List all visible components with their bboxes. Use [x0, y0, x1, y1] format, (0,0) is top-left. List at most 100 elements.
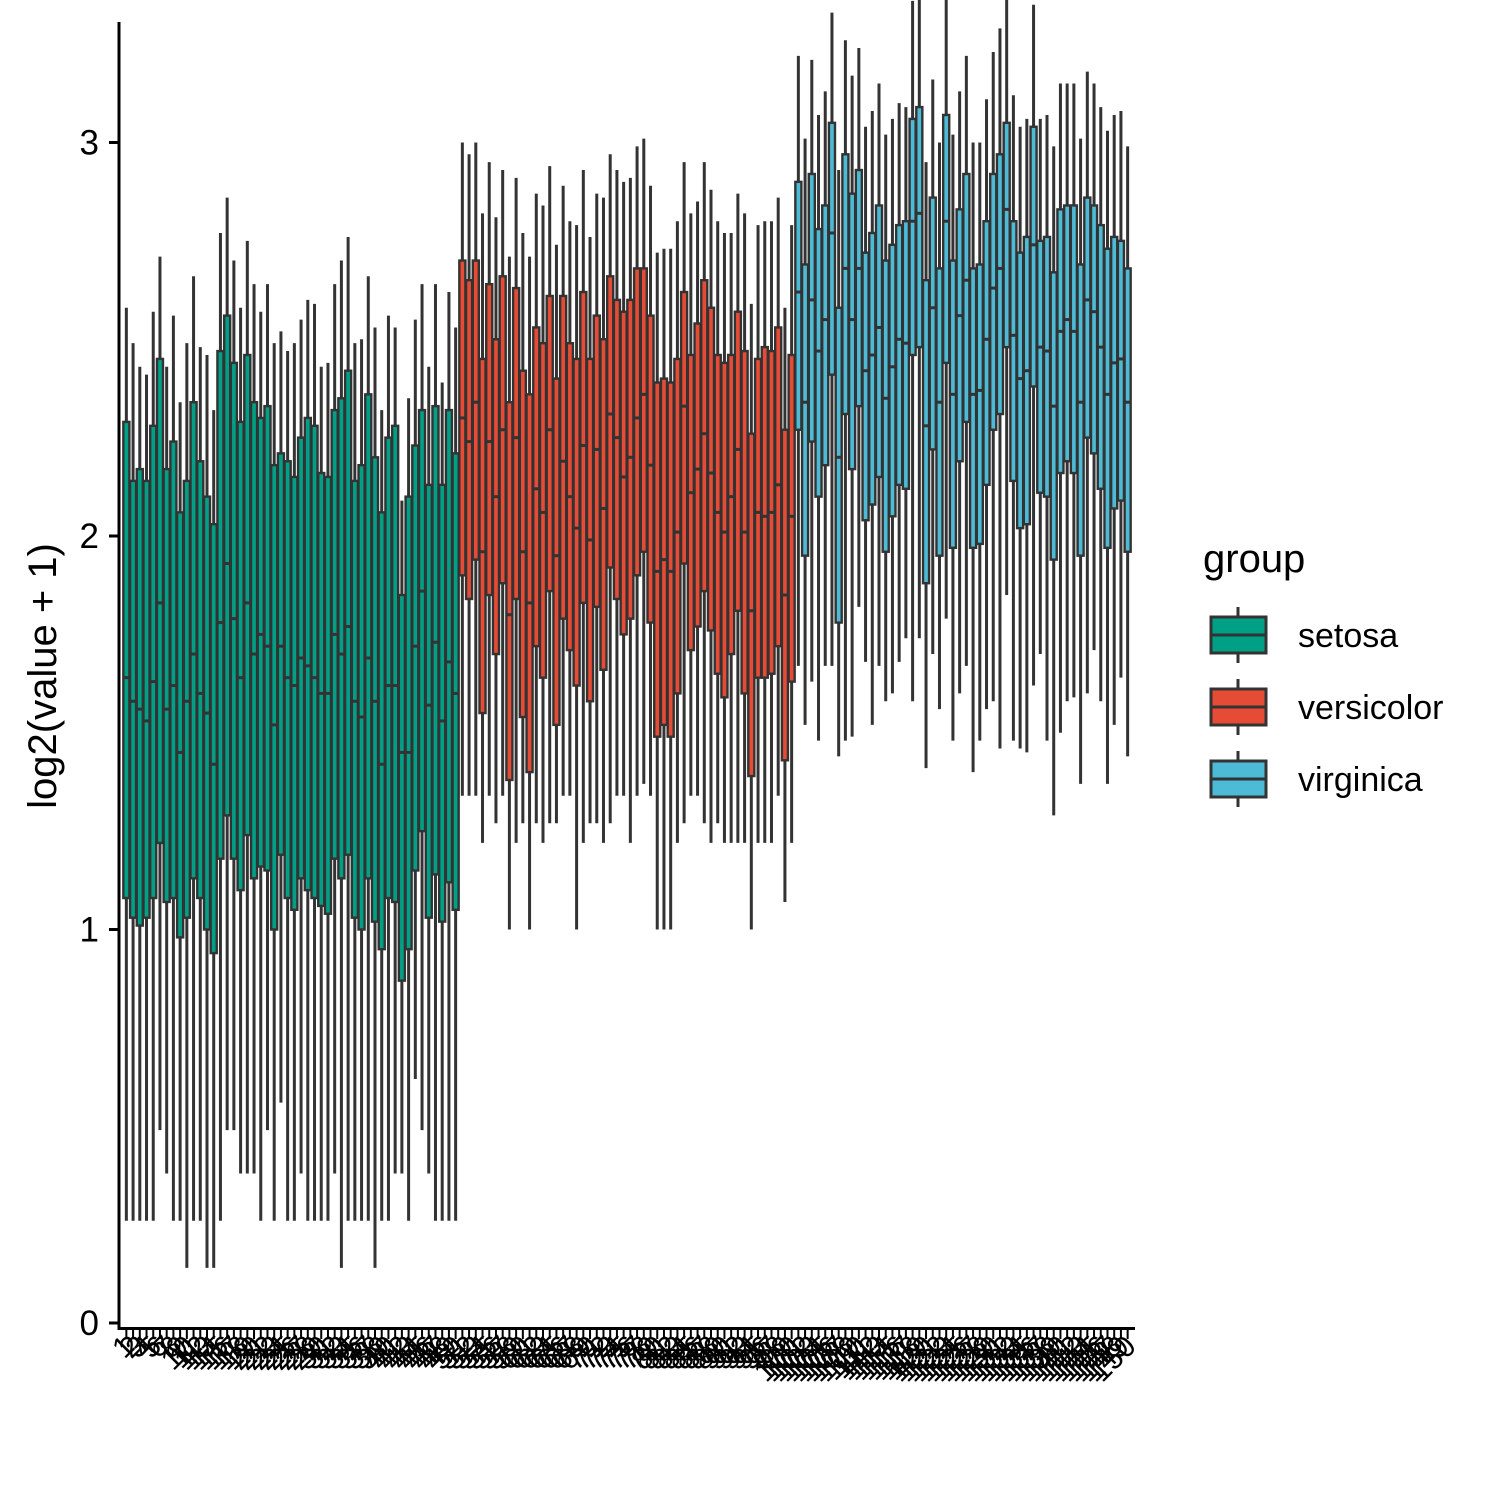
- box-74: [612, 170, 622, 796]
- box-29: [310, 303, 319, 1221]
- box-70: [585, 236, 595, 824]
- box-148: [1109, 114, 1119, 725]
- y-ticks: 0 1 2 3: [80, 124, 119, 1343]
- box-iqr: [236, 420, 245, 892]
- box-139: [1049, 146, 1058, 816]
- box-59: [511, 177, 521, 843]
- box-102: [800, 138, 810, 725]
- box-95: [753, 225, 763, 843]
- box-iqr: [1049, 271, 1058, 561]
- box-iqr: [888, 243, 897, 518]
- box-36: [357, 339, 366, 1221]
- box-134: [1015, 126, 1025, 749]
- legend-item-versicolor: versicolor: [1209, 679, 1443, 735]
- box-iqr: [726, 353, 736, 656]
- box-iqr: [760, 345, 769, 679]
- box-55: [485, 162, 494, 796]
- box-iqr: [169, 440, 178, 900]
- box-iqr: [538, 341, 548, 679]
- box-iqr: [861, 251, 870, 522]
- box-81: [659, 248, 669, 930]
- box-iqr: [975, 263, 985, 546]
- box-iqr: [1103, 247, 1112, 550]
- box-108: [841, 40, 850, 741]
- box-iqr: [794, 180, 803, 431]
- box-3: [135, 366, 145, 1221]
- box-146: [1096, 107, 1105, 702]
- box-16: [222, 197, 232, 1131]
- box-iqr: [720, 361, 729, 699]
- box-116: [894, 103, 904, 662]
- box-iqr: [612, 298, 622, 601]
- box-14: [209, 410, 218, 1268]
- box-105: [821, 91, 830, 666]
- box-61: [525, 256, 534, 930]
- box-83: [673, 221, 682, 843]
- box-iqr: [1083, 196, 1092, 439]
- box-iqr: [243, 353, 252, 837]
- box-145: [1089, 83, 1099, 651]
- box-iqr: [390, 424, 400, 904]
- box-15: [216, 233, 225, 1221]
- box-64: [545, 166, 554, 824]
- box-35: [350, 343, 360, 1221]
- box-50: [451, 327, 460, 1221]
- box-85: [686, 213, 696, 796]
- box-41: [390, 327, 400, 1174]
- box-22: [263, 284, 272, 1131]
- box-iqr: [1089, 204, 1099, 455]
- box-iqr: [444, 408, 454, 884]
- box-28: [303, 299, 313, 1221]
- box-iqr: [290, 475, 299, 912]
- box-iqr: [773, 326, 783, 648]
- box-125: [955, 91, 964, 694]
- box-iqr: [196, 460, 205, 900]
- box-iqr: [505, 401, 514, 782]
- box-26: [290, 343, 299, 1221]
- box-iqr: [915, 105, 924, 349]
- box-86: [693, 201, 702, 796]
- box-17: [229, 260, 239, 1131]
- box-iqr: [653, 381, 662, 738]
- box-91: [726, 233, 736, 843]
- box-45: [417, 284, 427, 1131]
- box-72: [599, 197, 608, 843]
- box-24: [276, 331, 286, 1103]
- box-75: [619, 181, 628, 796]
- box-iqr: [377, 511, 386, 951]
- box-114: [881, 134, 890, 702]
- box-iqr: [283, 460, 292, 900]
- box-iqr: [464, 279, 474, 601]
- box-iqr: [424, 483, 433, 919]
- box-84: [679, 162, 689, 824]
- box-80: [653, 252, 662, 930]
- box-iqr: [209, 522, 218, 955]
- box-iqr: [532, 326, 541, 648]
- box-iqr: [585, 357, 595, 703]
- box-10: [182, 343, 192, 1268]
- box-39: [377, 410, 386, 1221]
- box-iqr: [417, 408, 427, 833]
- box-143: [1076, 138, 1085, 784]
- box-37: [364, 276, 373, 1221]
- box-93: [740, 213, 749, 843]
- box-121: [928, 79, 937, 655]
- box-124: [948, 134, 958, 741]
- y-tick-label: 1: [80, 911, 99, 950]
- box-iqr: [431, 404, 440, 876]
- box-5: [149, 311, 158, 1221]
- box-106: [827, 12, 837, 666]
- box-32: [330, 284, 339, 1174]
- box-137: [1036, 118, 1045, 655]
- box-iqr: [343, 369, 353, 856]
- box-iqr: [404, 495, 413, 951]
- box-7: [162, 366, 171, 1174]
- box-126: [962, 55, 971, 666]
- box-65: [552, 244, 561, 824]
- box-iqr: [558, 294, 568, 620]
- box-49: [444, 292, 454, 1221]
- box-iqr: [605, 275, 615, 569]
- box-94: [747, 303, 756, 930]
- box-iqr: [673, 357, 682, 695]
- box-iqr: [370, 456, 380, 923]
